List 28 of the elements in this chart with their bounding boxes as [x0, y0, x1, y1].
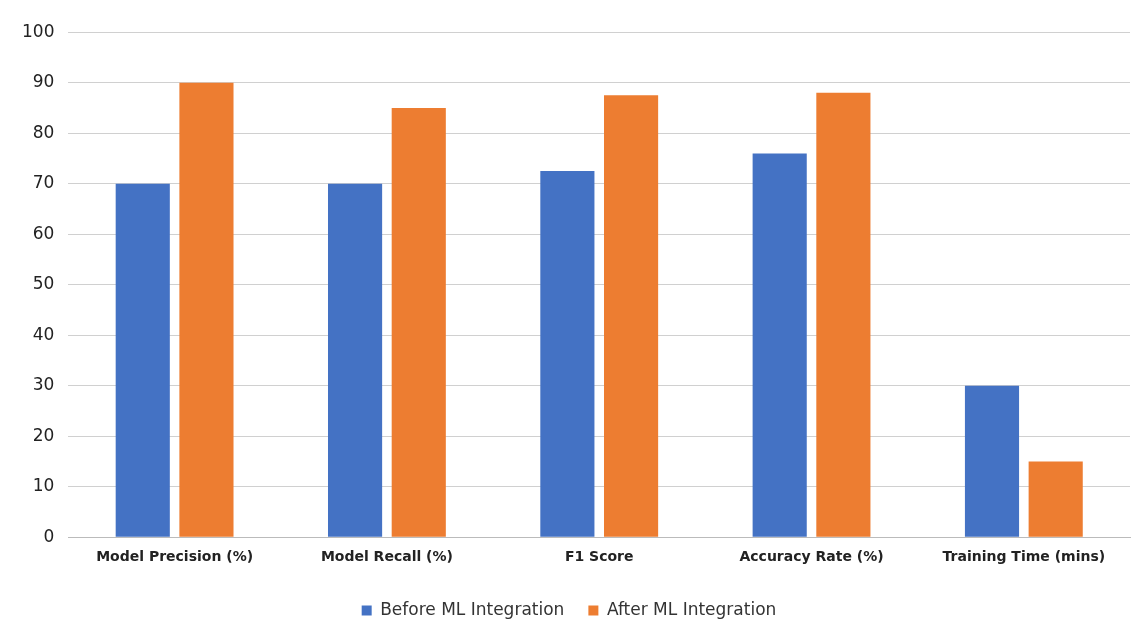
bar: [391, 107, 446, 537]
bar: [816, 92, 871, 537]
x-tick-label: Model Precision (%): [96, 548, 254, 565]
y-tick-label: 60: [32, 222, 55, 243]
bar: [115, 183, 170, 537]
y-tick-label: 20: [32, 424, 55, 445]
y-tick-label: 100: [21, 20, 55, 41]
bar: [1028, 461, 1083, 537]
y-tick-label: 40: [32, 323, 55, 344]
y-tick-label: 30: [32, 374, 55, 395]
bar: [179, 82, 234, 537]
x-tick-label: Accuracy Rate (%): [739, 548, 884, 565]
bar: [604, 95, 659, 537]
bar: [328, 183, 383, 537]
y-tick-label: 10: [32, 475, 55, 496]
y-tick-label: 50: [32, 273, 55, 294]
y-tick-label: 90: [32, 71, 55, 92]
y-tick-label: 80: [32, 121, 55, 142]
y-tick-label: 70: [32, 172, 55, 193]
x-tick-label: Model Recall (%): [320, 548, 453, 565]
bar: [540, 171, 595, 537]
x-tick-label: Training Time (mins): [942, 548, 1106, 565]
bar: [964, 385, 1020, 537]
y-tick-label: 0: [43, 525, 55, 546]
legend-label: After ML Integration: [606, 598, 777, 619]
legend-label: Before ML Integration: [380, 598, 565, 619]
x-tick-label: F1 Score: [564, 548, 634, 565]
bar: [752, 153, 807, 537]
